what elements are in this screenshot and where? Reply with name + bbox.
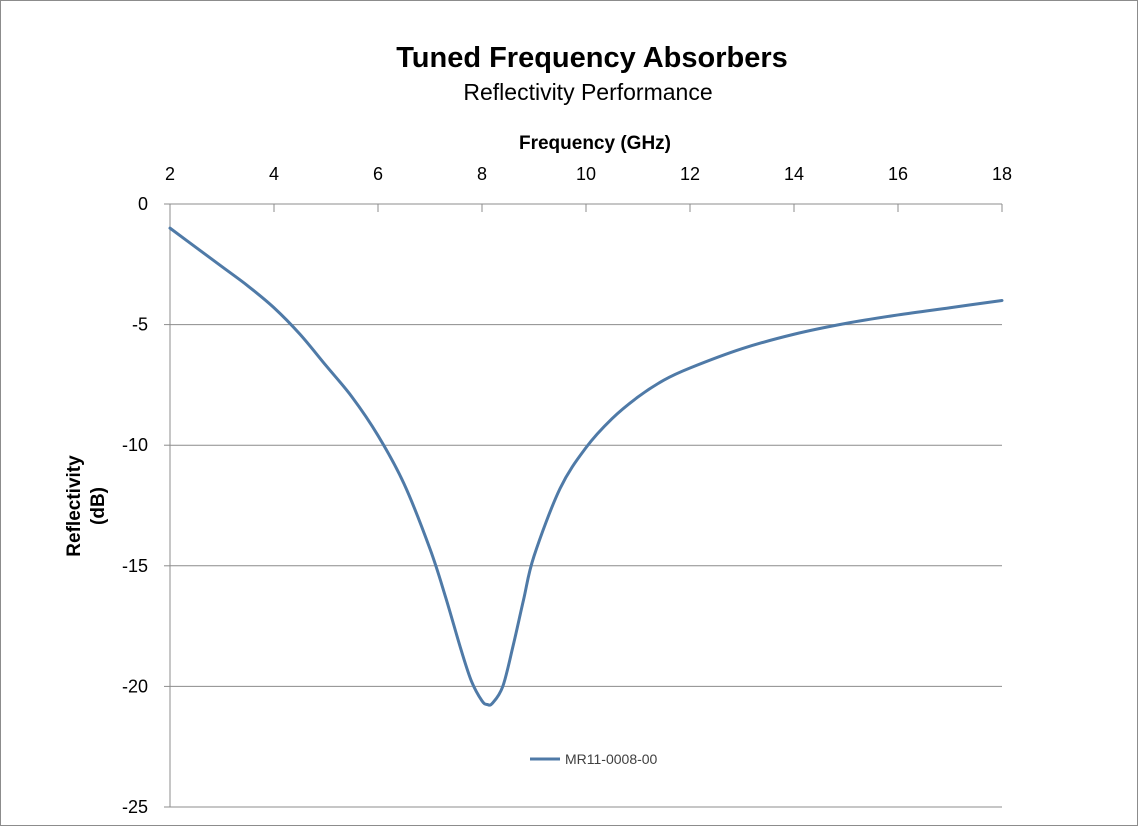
legend: MR11-0008-00 (530, 751, 658, 767)
y-tick-label: -20 (122, 676, 148, 696)
y-tick-label: 0 (138, 194, 148, 214)
y-axis-title-line-2: (dB) (88, 487, 109, 525)
chart-title: Tuned Frequency Absorbers (396, 42, 788, 74)
y-tick-label: -10 (122, 435, 148, 455)
x-tick-label: 4 (269, 164, 279, 184)
x-tick-label: 12 (680, 164, 700, 184)
x-tick-label: 16 (888, 164, 908, 184)
x-axis-title: Frequency (GHz) (519, 133, 671, 154)
legend-label: MR11-0008-00 (565, 751, 658, 767)
x-tick-label: 6 (373, 164, 383, 184)
gridlines (170, 324, 1002, 808)
y-axis-title-line-1: Reflectivity (64, 455, 85, 557)
x-tick-label: 18 (992, 164, 1012, 184)
x-tick-label: 14 (784, 164, 804, 184)
chart-subtitle: Reflectivity Performance (463, 79, 712, 105)
x-tick-label: 8 (477, 164, 487, 184)
x-tick-label: 10 (576, 164, 596, 184)
series-lines (168, 226, 1004, 707)
y-tick-label: -25 (122, 797, 148, 817)
axes: 0 -5 -10 -15 -20 -25 2 4 6 8 10 12 14 16 18 (122, 164, 1012, 817)
y-tick-label: -15 (122, 556, 148, 576)
x-tick-label: 2 (165, 164, 175, 184)
y-tick-label: -5 (132, 315, 148, 335)
y-axis-title: Reflectivity (dB) (64, 455, 109, 557)
series-line-0 (168, 226, 1004, 707)
